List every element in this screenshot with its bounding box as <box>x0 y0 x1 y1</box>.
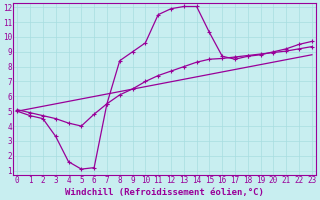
X-axis label: Windchill (Refroidissement éolien,°C): Windchill (Refroidissement éolien,°C) <box>65 188 264 197</box>
